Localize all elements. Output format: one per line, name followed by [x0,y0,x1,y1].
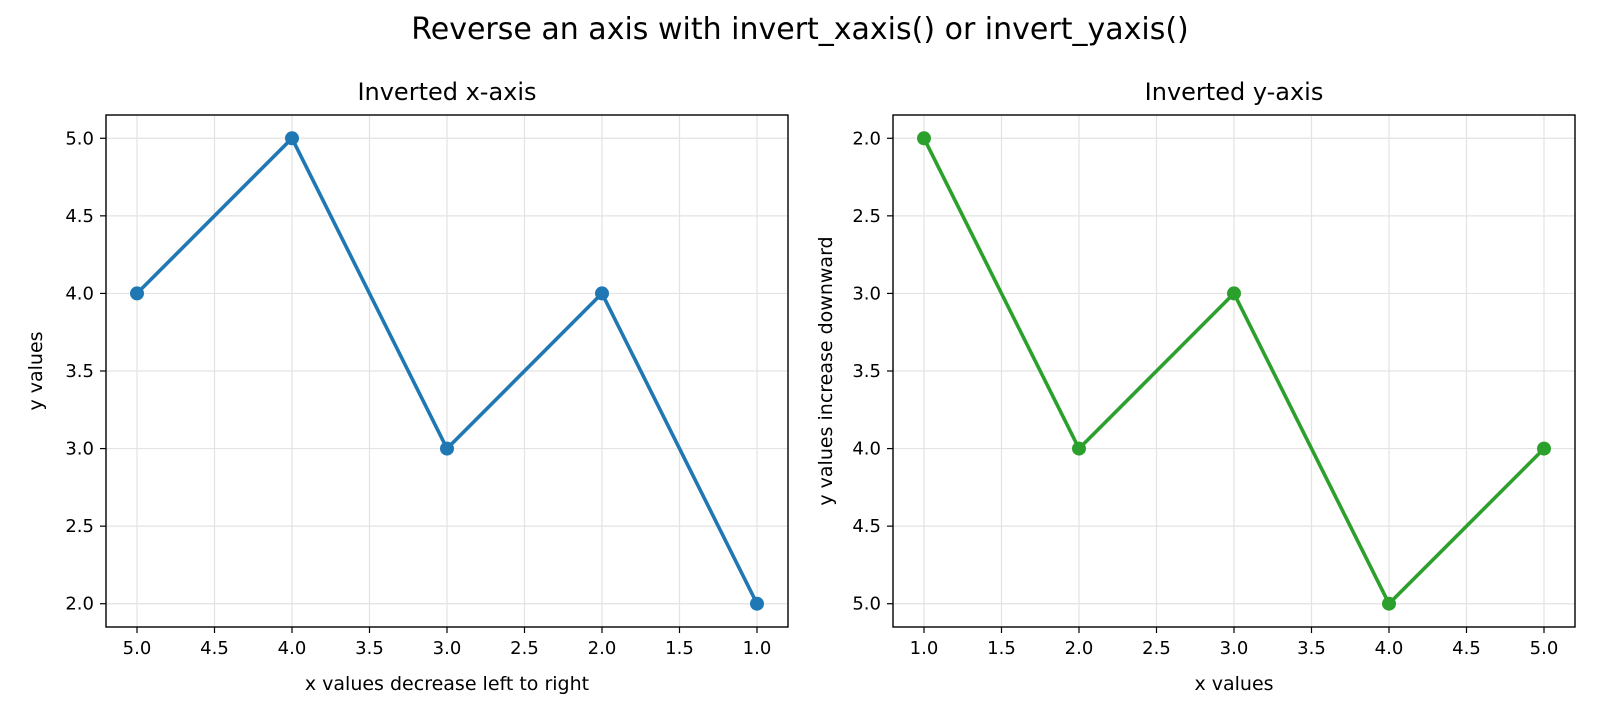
x-tick-label: 2.5 [1142,638,1171,659]
data-point [440,441,454,456]
x-tick-label: 4.0 [278,638,307,659]
y-axis-label: y values [25,331,47,410]
x-tick-label: 1.5 [665,638,694,659]
y-tick-label: 5.0 [65,128,94,149]
x-axis-label: x values [1194,673,1273,695]
y-tick-label: 2.5 [65,516,94,537]
y-tick-label: 5.0 [852,594,881,615]
y-tick-label: 3.0 [65,439,94,460]
data-point [917,131,931,146]
data-point [130,286,144,301]
chart-title: Inverted x-axis [357,78,536,106]
grid [893,115,1575,627]
y-tick-label: 2.0 [852,128,881,149]
data-point [1537,441,1551,456]
x-tick-label: 5.0 [1530,638,1559,659]
y-tick-label: 4.0 [65,283,94,304]
x-tick-label: 2.5 [510,638,539,659]
data-point [595,286,609,301]
x-tick-label: 1.5 [987,638,1016,659]
figure-title: Reverse an axis with invert_xaxis() or i… [411,12,1188,47]
y-tick-label: 4.5 [65,206,94,227]
x-tick-label: 3.0 [1220,638,1249,659]
x-axis-label: x values decrease left to right [305,673,589,695]
plot-frame [105,114,789,628]
x-tick-label: 2.0 [1065,638,1094,659]
data-point [1227,286,1241,301]
x-tick-label: 5.0 [123,638,152,659]
grid [106,115,788,627]
data-point [285,131,299,146]
x-tick-label: 1.0 [910,638,939,659]
plot-frame [892,114,1576,628]
chart-title: Inverted y-axis [1145,78,1324,106]
x-tick-label: 2.0 [588,638,617,659]
chart-inverted-x: Inverted x-axis x values decrease left t… [25,78,789,695]
x-tick-label: 1.0 [743,638,772,659]
y-tick-label: 2.5 [852,206,881,227]
y-tick-label: 4.0 [852,439,881,460]
x-tick-label: 4.5 [1452,638,1481,659]
x-tick-label: 4.0 [1375,638,1404,659]
data-point [1072,441,1086,456]
y-axis-label: y values increase downward [815,236,837,505]
data-point [1382,596,1396,611]
y-tick-label: 4.5 [852,516,881,537]
y-tick-label: 3.5 [65,361,94,382]
chart-inverted-y: Inverted y-axis x values y values increa… [815,78,1576,695]
x-tick-label: 3.5 [1297,638,1326,659]
x-tick-label: 4.5 [200,638,229,659]
x-tick-label: 3.0 [433,638,462,659]
y-tick-label: 2.0 [65,594,94,615]
x-tick-label: 3.5 [355,638,384,659]
y-tick-label: 3.0 [852,283,881,304]
y-tick-label: 3.5 [852,361,881,382]
data-point [750,596,764,611]
